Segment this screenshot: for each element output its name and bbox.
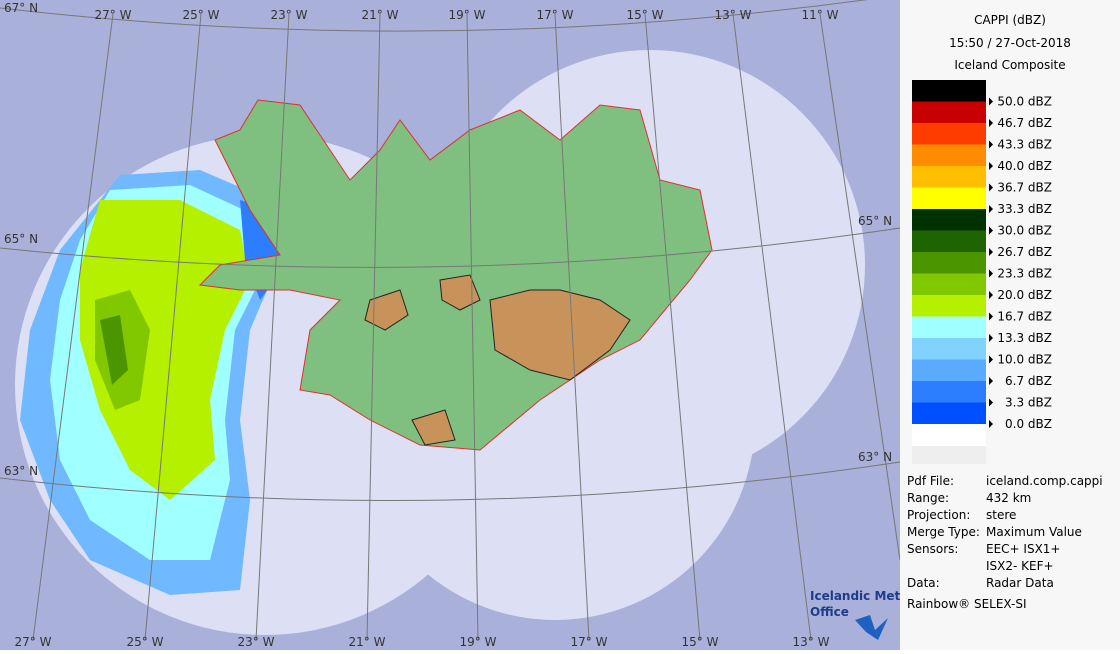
lon-label: 11° W [802,8,839,22]
lat-label: 63° N [4,464,38,478]
lon-label: 13° W [793,635,830,649]
legend-arrow [989,183,993,192]
info-label: Data: [907,576,940,590]
lon-label: 23° W [238,635,275,649]
legend-arrow [989,226,993,235]
legend-label: 36.7 dBZ [997,181,1052,195]
info-value: Radar Data [986,576,1054,590]
lat-label: 67° N [4,1,38,15]
lon-label: 17° W [571,635,608,649]
legend-swatch [912,166,986,188]
lon-label: 21° W [362,8,399,22]
legend-swatch [912,338,986,360]
composite-name: Iceland Composite [954,58,1065,72]
lat-label: 65° N [4,232,38,246]
legend-swatch [912,187,986,209]
legend-arrow [989,355,993,364]
lon-label: 25° W [127,635,164,649]
lon-label: 19° W [460,635,497,649]
info-label: Sensors: [907,542,958,556]
legend-arrow [989,291,993,299]
lon-label: 15° W [627,8,664,22]
info-label: Merge Type: [907,525,980,539]
info-value: stere [986,508,1016,522]
graticule [0,0,901,641]
info-label: Range: [907,491,949,505]
legend-swatch [912,123,986,145]
info-label: Pdf File: [907,474,954,488]
legend-nodata-pattern [912,446,986,464]
legend-label: 20.0 dBZ [997,288,1052,302]
glaciers [364,274,631,446]
legend-arrow [989,248,993,256]
legend-label: 13.3 dBZ [997,331,1052,345]
legend-label: 50.0 dBZ [997,95,1052,109]
title: CAPPI (dBZ) [974,13,1046,27]
lon-label: 13° W [715,8,752,22]
legend-swatch [912,252,986,274]
legend-arrow [989,334,993,342]
logo: Icelandic Met Office [810,589,901,640]
legend-arrow [989,377,993,385]
logo-text: Office [810,605,849,619]
legend-swatch [912,273,986,295]
legend-arrow [989,269,993,278]
lon-label: 17° W [537,8,574,22]
legend-label: 43.3 dBZ [997,138,1052,152]
time: 15:50 / 27-Oct-2018 [949,36,1071,50]
legend-swatch [912,359,986,381]
legend-label: 26.7 dBZ [997,245,1052,259]
legend-swatch [912,101,986,123]
info-table: Pdf File: iceland.comp.cappi Range: 432 km P… [907,474,1103,611]
legend-swatch [912,316,986,338]
legend-label: 40.0 dBZ [997,159,1052,173]
legend-swatch [912,230,986,252]
info-value: ISX2- KEF+ [986,559,1054,573]
legend-label: 3.3 dBZ [1005,396,1052,410]
logo-text: Icelandic Met [810,589,901,603]
lat-label: 63° N [858,450,892,464]
legend-swatch [912,144,986,166]
lon-label: 27° W [95,8,132,22]
legend-arrow [989,97,993,106]
legend-label: 30.0 dBZ [997,224,1052,238]
lon-label: 19° W [449,8,486,22]
legend-swatch [912,295,986,317]
legend: 50.0 dBZ 46.7 dBZ 43.3 dBZ 40.0 dBZ 36.7 dBZ… [912,80,1052,464]
legend-arrow [989,162,993,170]
legend-swatch [912,381,986,403]
footer: Rainbow® SELEX-SI [907,597,1027,611]
lat-label: 65° N [858,214,892,228]
info-value: 432 km [986,491,1031,505]
info-label: Projection: [907,508,970,522]
info-value: Maximum Value [986,525,1082,539]
info-value: iceland.comp.cappi [986,474,1103,488]
legend-arrow [989,205,993,213]
legend-arrow [989,312,993,321]
lon-label: 21° W [349,635,386,649]
lon-label: 15° W [682,635,719,649]
legend-label: 10.0 dBZ [997,353,1052,367]
legend-arrow [989,420,993,428]
legend-label: 46.7 dBZ [997,116,1052,130]
legend-label: 33.3 dBZ [997,202,1052,216]
legend-swatch [912,209,986,231]
info-value: EEC+ ISX1+ [986,542,1060,556]
legend-label: 0.0 dBZ [1005,417,1052,431]
lon-label: 27° W [15,635,52,649]
legend-swatch [912,80,986,102]
legend-arrow [989,140,993,149]
legend-arrow [989,398,993,407]
legend-label: 16.7 dBZ [997,310,1052,324]
map-labels: 27° W 25° W 23° W 21° W 19° W 17° W 15° W 13° W… [4,1,892,649]
legend-label: 6.7 dBZ [1005,374,1052,388]
lon-label: 25° W [183,8,220,22]
legend-arrow [989,119,993,127]
legend-label: 23.3 dBZ [997,267,1052,281]
lon-label: 23° W [271,8,308,22]
legend-swatch [912,402,986,424]
